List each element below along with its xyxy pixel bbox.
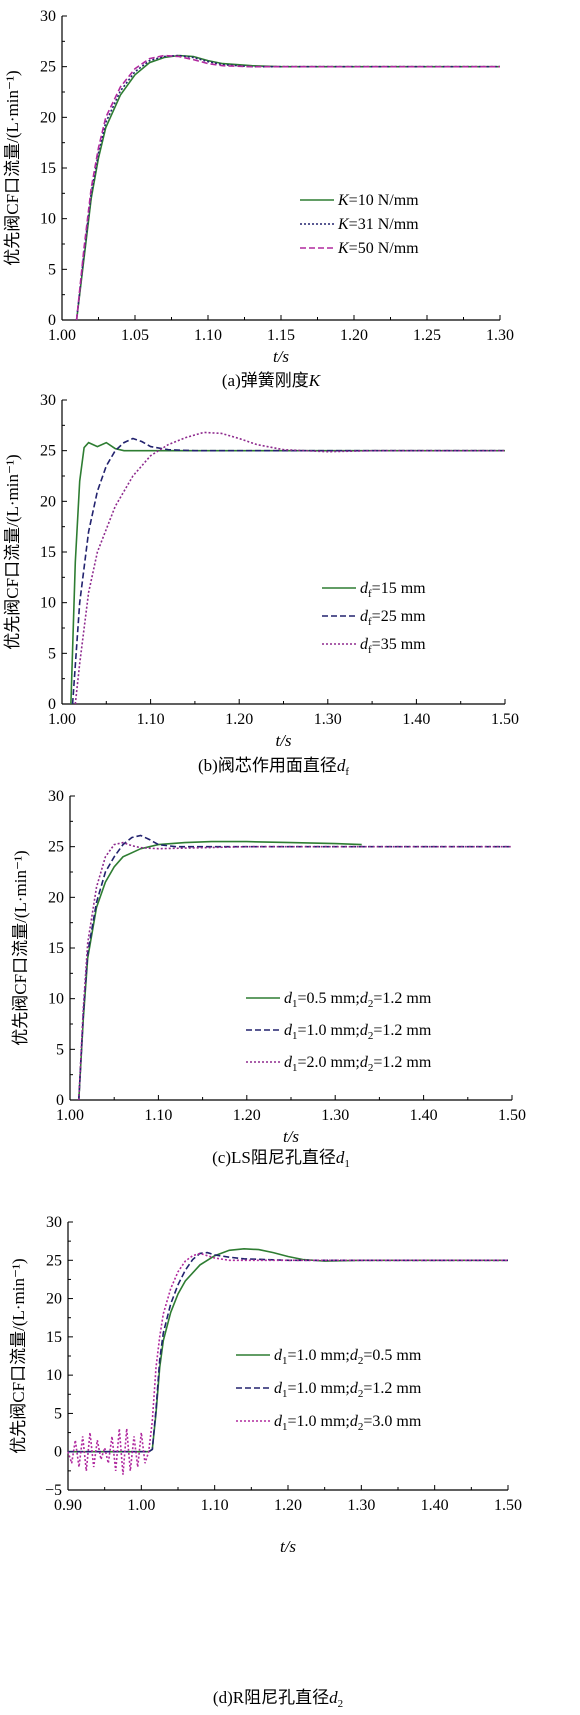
y-tick-label: 20 <box>48 889 64 906</box>
x-axis-label: t/s <box>275 731 291 750</box>
panel-caption: (d)R阻尼孔直径d2​ <box>213 1688 343 1710</box>
y-tick-label: 5 <box>56 1041 64 1058</box>
x-tick-label: 1.05 <box>121 327 149 344</box>
x-tick-label: 1.10 <box>194 327 222 344</box>
y-tick-label: 10 <box>46 1367 62 1384</box>
x-tick-label: 1.10 <box>201 1497 229 1514</box>
y-tick-label: 0 <box>54 1444 62 1461</box>
legend-label-1: df​=15 mm <box>360 580 426 600</box>
series-line-2 <box>71 437 505 705</box>
y-tick-label: 25 <box>46 1252 62 1269</box>
x-tick-label: 1.15 <box>267 327 295 344</box>
x-tick-label: 1.40 <box>402 711 430 728</box>
legend-label-3: K=50 N/mm <box>337 240 419 257</box>
series-line-3 <box>67 1252 508 1475</box>
y-tick-label: 0 <box>56 1092 64 1109</box>
x-axis-label: t/s <box>273 347 289 366</box>
y-tick-label: 5 <box>54 1405 62 1422</box>
panel-caption: (c)LS阻尼孔直径d1​ <box>212 1148 350 1170</box>
x-tick-label: 1.20 <box>274 1497 302 1514</box>
legend-label-1: d1​=1.0 mm;d2​=0.5 mm <box>274 1347 422 1367</box>
x-tick-label: 1.20 <box>225 711 253 728</box>
chart-panel-d: −5 0 5 10 15 20 25 30 0.90 1.00 1.10 1.20 1.30 1.40 1.… <box>9 1214 522 1710</box>
x-tick-label: 1.30 <box>347 1497 375 1514</box>
x-tick-label: 1.50 <box>491 711 519 728</box>
y-axis-label: 优先阀CF口流量/(L·min⁻¹) <box>9 1258 28 1453</box>
x-tick-label: 1.50 <box>494 1497 522 1514</box>
x-tick-label: 1.10 <box>137 711 165 728</box>
y-tick-label: 15 <box>46 1329 62 1346</box>
x-tick-label: 1.25 <box>413 327 441 344</box>
y-tick-label: 25 <box>48 839 64 856</box>
series-line-1 <box>75 54 500 321</box>
chart-panel-c: 0 5 10 15 20 25 30 1.00 1.10 1.20 1.30 1.40 1.50 t/s 优… <box>11 788 526 1170</box>
y-tick-label: 20 <box>40 493 56 510</box>
x-tick-label: 1.50 <box>498 1107 526 1124</box>
panel-caption: (a)弹簧刚度K <box>222 371 322 390</box>
series-line-3 <box>74 431 505 705</box>
x-tick-label: 1.40 <box>410 1107 438 1124</box>
x-tick-label: 1.30 <box>321 1107 349 1124</box>
x-tick-label: 0.90 <box>54 1497 82 1514</box>
y-tick-label: 10 <box>40 595 56 612</box>
legend-label-3: d1​=2.0 mm;d2​=1.2 mm <box>284 1054 432 1074</box>
x-tick-label: 1.00 <box>127 1497 155 1514</box>
x-tick-label: 1.20 <box>340 327 368 344</box>
series-line-2 <box>68 1251 508 1453</box>
x-axis-label: t/s <box>280 1537 296 1556</box>
y-tick-label: 30 <box>40 392 56 409</box>
series-line-3 <box>75 54 500 321</box>
x-tick-label: 1.20 <box>233 1107 261 1124</box>
y-axis-label: 优先阀CF口流量/(L·min⁻¹) <box>3 454 22 649</box>
y-tick-label: 25 <box>40 443 56 460</box>
y-axis-label: 优先阀CF口流量/(L·min⁻¹) <box>11 850 30 1045</box>
y-tick-label: 5 <box>48 645 56 662</box>
series-line-3 <box>78 841 512 1101</box>
y-tick-label: 15 <box>40 544 56 561</box>
legend-label-2: d1​=1.0 mm;d2​=1.2 mm <box>274 1380 422 1400</box>
y-tick-label: 15 <box>40 160 56 177</box>
x-tick-label: 1.10 <box>144 1107 172 1124</box>
x-tick-label: 1.30 <box>314 711 342 728</box>
x-tick-label: 1.00 <box>48 327 76 344</box>
legend-label-2: d1​=1.0 mm;d2​=1.2 mm <box>284 1022 432 1042</box>
series-line-2 <box>75 54 500 321</box>
x-axis-label: t/s <box>283 1127 299 1146</box>
series-line-1 <box>78 840 362 1101</box>
y-tick-label: 0 <box>48 312 56 329</box>
legend-label-1: d1​=0.5 mm;d2​=1.2 mm <box>284 990 432 1010</box>
chart-panel-a: 0 5 10 15 20 25 30 1.00 1.05 1.10 1.15 1.20 1.25 1.30… <box>3 8 514 390</box>
legend-label-2: K=31 N/mm <box>337 216 419 233</box>
y-tick-label: 25 <box>40 59 56 76</box>
legend-label-3: df​=35 mm <box>360 636 426 656</box>
series-line-1 <box>70 441 505 705</box>
y-tick-label: 10 <box>40 211 56 228</box>
legend-label-2: df​=25 mm <box>360 608 426 628</box>
y-tick-label: −5 <box>45 1482 62 1499</box>
x-tick-label: 1.00 <box>48 711 76 728</box>
y-tick-label: 10 <box>48 991 64 1008</box>
chart-panel-b: 0 5 10 15 20 25 30 1.00 1.10 1.20 1.30 1.40 1.50 t/s 优… <box>3 392 519 778</box>
y-tick-label: 30 <box>48 788 64 805</box>
y-tick-label: 20 <box>40 109 56 126</box>
legend-label-3: d1​=1.0 mm;d2​=3.0 mm <box>274 1413 422 1433</box>
y-tick-label: 5 <box>48 261 56 278</box>
x-tick-label: 1.30 <box>486 327 514 344</box>
y-axis-label: 优先阀CF口流量/(L·min⁻¹) <box>3 70 22 265</box>
y-tick-label: 20 <box>46 1291 62 1308</box>
y-tick-label: 30 <box>46 1214 62 1231</box>
y-tick-label: 0 <box>48 696 56 713</box>
y-tick-label: 15 <box>48 940 64 957</box>
legend-label-1: K=10 N/mm <box>337 192 419 209</box>
panel-caption: (b)阀芯作用面直径df​ <box>198 756 349 778</box>
x-tick-label: 1.00 <box>56 1107 84 1124</box>
series-line-2 <box>78 834 512 1101</box>
x-tick-label: 1.40 <box>421 1497 449 1514</box>
y-tick-label: 30 <box>40 8 56 25</box>
